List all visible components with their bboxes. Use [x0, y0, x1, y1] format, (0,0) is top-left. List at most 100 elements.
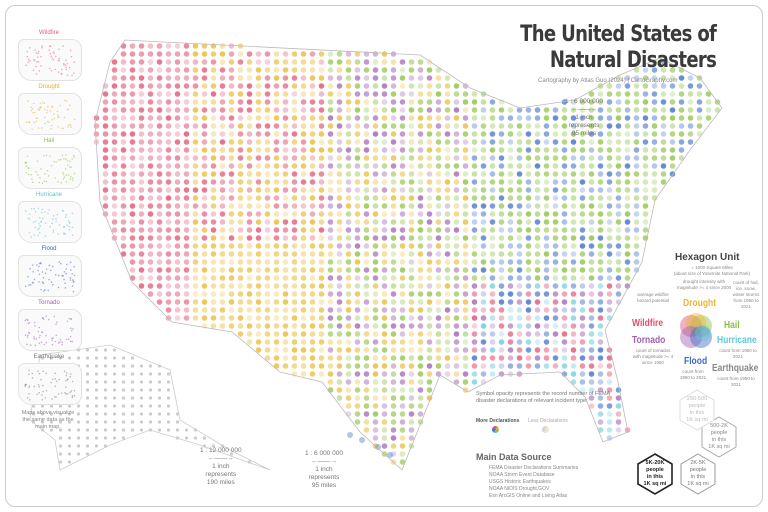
hex-symbol	[274, 195, 280, 201]
hex-symbol	[499, 131, 505, 137]
hex-symbol	[86, 388, 89, 391]
hex-symbol	[229, 179, 235, 185]
hex-symbol	[382, 387, 388, 393]
hex-symbol	[499, 363, 505, 369]
hex-symbol	[193, 307, 199, 313]
hex-symbol	[625, 219, 631, 225]
hex-symbol	[589, 235, 595, 241]
hex-symbol	[220, 227, 226, 233]
hex-symbol	[400, 307, 406, 313]
hex-symbol	[167, 388, 170, 391]
hex-symbol	[166, 243, 172, 249]
hex-symbol	[607, 163, 613, 169]
hex-symbol	[463, 195, 469, 201]
credit: Cartography by Atlas Guo (2024) | CartoG…	[538, 78, 678, 84]
hex-symbol	[375, 444, 381, 450]
hex-symbol	[418, 363, 424, 369]
hex-symbol	[418, 251, 424, 257]
hex-symbol	[445, 163, 451, 169]
hex-symbol	[346, 123, 352, 129]
hex-symbol	[463, 147, 469, 153]
hex-symbol	[562, 267, 568, 273]
hex-symbol	[157, 59, 163, 65]
hex-symbol	[220, 75, 226, 81]
hex-symbol	[238, 283, 244, 289]
hex-symbol	[625, 99, 631, 105]
hex-symbol	[589, 299, 595, 305]
hex-symbol	[148, 227, 154, 233]
hex-symbol	[382, 323, 388, 329]
hex-symbol	[598, 291, 604, 297]
hex-symbol	[544, 211, 550, 217]
hex-symbol	[544, 115, 550, 121]
hex-symbol	[238, 203, 244, 209]
hex-symbol	[104, 428, 107, 431]
hex-symbol	[526, 195, 532, 201]
hex-symbol	[391, 131, 397, 137]
hex-symbol	[454, 299, 460, 305]
hex-symbol	[337, 355, 343, 361]
hex-symbol	[427, 371, 433, 377]
hex-symbol	[481, 339, 487, 345]
hex-symbol	[508, 283, 514, 289]
hex-symbol	[571, 147, 577, 153]
hex-symbol	[634, 107, 640, 113]
hex-symbol	[418, 75, 424, 81]
hex-symbol	[544, 203, 550, 209]
hex-symbol	[157, 179, 163, 185]
hex-symbol	[310, 147, 316, 153]
hex-symbol	[185, 428, 188, 431]
hex-symbol	[481, 171, 487, 177]
hex-symbol	[634, 235, 640, 241]
hex-symbol	[661, 91, 667, 97]
hex-symbol	[256, 275, 262, 281]
hex-symbol	[562, 299, 568, 305]
hex-symbol	[229, 139, 235, 145]
population-hex: 5K-20K people in this 1K sq mi	[636, 452, 674, 496]
hex-symbol	[382, 51, 388, 57]
hex-symbol	[580, 243, 586, 249]
hex-symbol	[238, 275, 244, 281]
hex-symbol	[346, 235, 352, 241]
hex-symbol	[112, 115, 118, 121]
hex-symbol	[310, 275, 316, 281]
hex-symbol	[499, 331, 505, 337]
hex-symbol	[589, 155, 595, 161]
hex-symbol	[400, 203, 406, 209]
hex-symbol	[310, 315, 316, 321]
hex-symbol	[355, 99, 361, 105]
hex-symbol	[157, 259, 163, 265]
hex-symbol	[310, 107, 316, 113]
hex-symbol	[661, 179, 667, 185]
hex-symbol	[148, 67, 154, 73]
hex-symbol	[310, 59, 316, 65]
hex-symbol	[445, 179, 451, 185]
hex-symbol	[409, 163, 415, 169]
hex-symbol	[409, 331, 415, 337]
hex-symbol	[463, 371, 469, 377]
hex-symbol	[175, 51, 181, 57]
hex-symbol	[211, 147, 217, 153]
hex-symbol	[526, 139, 532, 145]
hex-symbol	[319, 267, 325, 273]
hex-symbol	[193, 107, 199, 113]
hex-symbol	[670, 147, 676, 153]
hex-symbol	[346, 299, 352, 305]
hex-symbol	[409, 283, 415, 289]
hex-symbol	[130, 51, 136, 57]
hex-symbol	[490, 107, 496, 113]
hex-symbol	[526, 323, 532, 329]
hex-symbol	[346, 179, 352, 185]
hex-symbol	[104, 380, 107, 383]
hex-symbol	[409, 355, 415, 361]
hex-symbol	[292, 355, 298, 361]
hex-symbol	[202, 235, 208, 241]
hex-symbol	[580, 355, 586, 361]
hex-symbol	[400, 187, 406, 193]
hex-symbol	[130, 107, 136, 113]
hex-symbol	[598, 139, 604, 145]
hex-symbol	[508, 275, 514, 281]
hex-symbol	[301, 115, 307, 121]
hex-symbol	[463, 355, 469, 361]
hex-symbol	[526, 283, 532, 289]
